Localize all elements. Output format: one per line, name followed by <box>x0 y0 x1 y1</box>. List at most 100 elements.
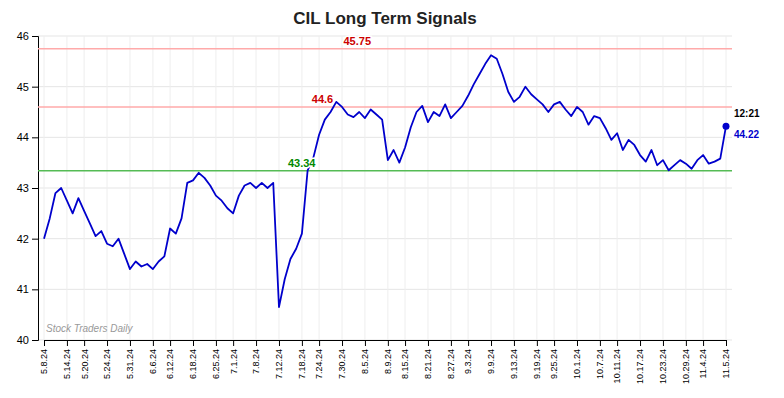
x-tick: 10.17.24 <box>635 340 645 384</box>
reference-label: 45.75 <box>343 35 371 47</box>
x-tick-label: 8.5.24 <box>360 349 370 374</box>
y-tick: 46 <box>17 30 38 42</box>
x-tick-label: 7.1.24 <box>229 349 239 374</box>
grid-line-x <box>703 36 704 340</box>
x-tick: 5.24.24 <box>102 340 112 379</box>
y-axis: 40414243444546 <box>17 30 39 346</box>
chart-svg: CIL Long Term Signals404142434445465.8.2… <box>0 0 784 398</box>
y-tick: 44 <box>17 131 38 143</box>
x-tick: 8.9.24 <box>383 340 393 374</box>
x-tick: 11.5.24 <box>721 340 731 378</box>
annotations: Stock Traders Daily45.7544.643.3412:2144… <box>46 35 760 334</box>
x-tick-mark <box>107 340 108 346</box>
grid-line-x <box>685 36 686 340</box>
x-tick-label: 8.15.24 <box>400 349 410 379</box>
chart-title: CIL Long Term Signals <box>293 9 477 28</box>
x-tick: 7.24.24 <box>314 340 324 379</box>
x-tick-mark <box>428 340 429 346</box>
grid-line-x <box>405 36 406 340</box>
x-tick-label: 5.14.24 <box>62 349 72 379</box>
grid <box>38 36 732 340</box>
x-tick-mark <box>302 340 303 346</box>
x-tick: 8.15.24 <box>400 340 410 379</box>
y-tick: 45 <box>17 81 38 93</box>
grid-line-x <box>44 36 45 340</box>
x-tick-mark <box>491 340 492 346</box>
x-tick-mark <box>44 340 45 346</box>
x-tick: 6.18.24 <box>188 340 198 379</box>
x-tick-label: 7.18.24 <box>297 349 307 379</box>
x-tick-label: 11.4.24 <box>698 349 708 378</box>
x-tick-mark <box>216 340 217 346</box>
grid-line-x <box>215 36 216 340</box>
x-tick: 6.12.24 <box>165 340 175 379</box>
x-tick-label: 7.24.24 <box>314 349 324 379</box>
y-tick-label: 45 <box>17 81 29 93</box>
x-tick-label: 5.31.24 <box>125 349 135 379</box>
x-tick-mark <box>193 340 194 346</box>
y-tick: 40 <box>17 334 38 346</box>
x-tick: 7.30.24 <box>337 340 347 379</box>
grid-line-x <box>387 36 388 340</box>
x-tick: 6.25.24 <box>211 340 221 379</box>
x-tick-label: 9.13.24 <box>509 349 519 379</box>
grid-line-x <box>554 36 555 340</box>
y-tick-label: 46 <box>17 30 29 42</box>
x-tick-mark <box>468 340 469 346</box>
x-tick-label: 10.17.24 <box>635 349 645 384</box>
x-tick-mark <box>726 340 727 346</box>
x-tick: 11.4.24 <box>698 340 708 378</box>
y-axis-line <box>32 37 39 341</box>
x-tick-mark <box>514 340 515 346</box>
grid-line-y <box>38 238 732 239</box>
x-tick-mark <box>319 340 320 346</box>
y-tick-mark <box>32 137 38 138</box>
grid-line-x <box>427 36 428 340</box>
x-tick-mark <box>600 340 601 346</box>
x-tick-label: 6.12.24 <box>165 349 175 379</box>
x-tick: 5.20.24 <box>79 340 89 379</box>
x-tick-label: 9.3.24 <box>463 349 473 374</box>
x-tick: 10.1.24 <box>572 340 582 379</box>
x-tick-label: 5.8.24 <box>39 349 49 374</box>
x-tick-mark <box>342 340 343 346</box>
x-tick-mark <box>577 340 578 346</box>
grid-line-x <box>342 36 343 340</box>
x-tick-label: 7.30.24 <box>337 349 347 379</box>
x-tick-mark <box>554 340 555 346</box>
x-tick: 5.8.24 <box>39 340 49 374</box>
x-tick-label: 10.23.24 <box>658 349 668 384</box>
grid-line-x <box>129 36 130 340</box>
x-tick-label: 10.7.24 <box>595 349 605 379</box>
x-tick-mark <box>640 340 641 346</box>
x-tick-label: 8.27.24 <box>446 349 456 379</box>
x-tick-label: 10.11.24 <box>612 349 622 383</box>
grid-line-x <box>491 36 492 340</box>
x-tick-mark <box>279 340 280 346</box>
reference-label: 43.34 <box>288 157 316 169</box>
marks <box>38 49 732 307</box>
x-tick-label: 5.20.24 <box>79 349 89 379</box>
x-tick: 10.7.24 <box>595 340 605 379</box>
x-tick-mark <box>537 340 538 346</box>
x-tick-mark <box>663 340 664 346</box>
x-tick-label: 9.25.24 <box>549 349 559 379</box>
x-axis: 5.8.24 5.14.24 5.20.24 5.24.24 5.31.24 6.6.24… <box>39 340 731 384</box>
x-tick: 9.19.24 <box>532 340 542 379</box>
x-tick: 8.27.24 <box>446 340 456 379</box>
x-tick: 8.5.24 <box>360 340 370 374</box>
reference-label: 44.6 <box>312 93 333 105</box>
grid-line-y <box>38 289 732 290</box>
x-tick-mark <box>67 340 68 346</box>
x-tick-mark <box>703 340 704 346</box>
x-tick-label: 6.25.24 <box>211 349 221 379</box>
reference-line <box>38 170 732 172</box>
x-tick: 10.11.24 <box>612 340 622 383</box>
x-tick: 5.14.24 <box>62 340 72 379</box>
x-tick: 10.23.24 <box>658 340 668 384</box>
y-tick: 41 <box>17 283 38 295</box>
grid-line-x <box>576 36 577 340</box>
grid-line-x <box>233 36 234 340</box>
grid-line-x <box>513 36 514 340</box>
x-tick: 6.6.24 <box>148 340 158 374</box>
